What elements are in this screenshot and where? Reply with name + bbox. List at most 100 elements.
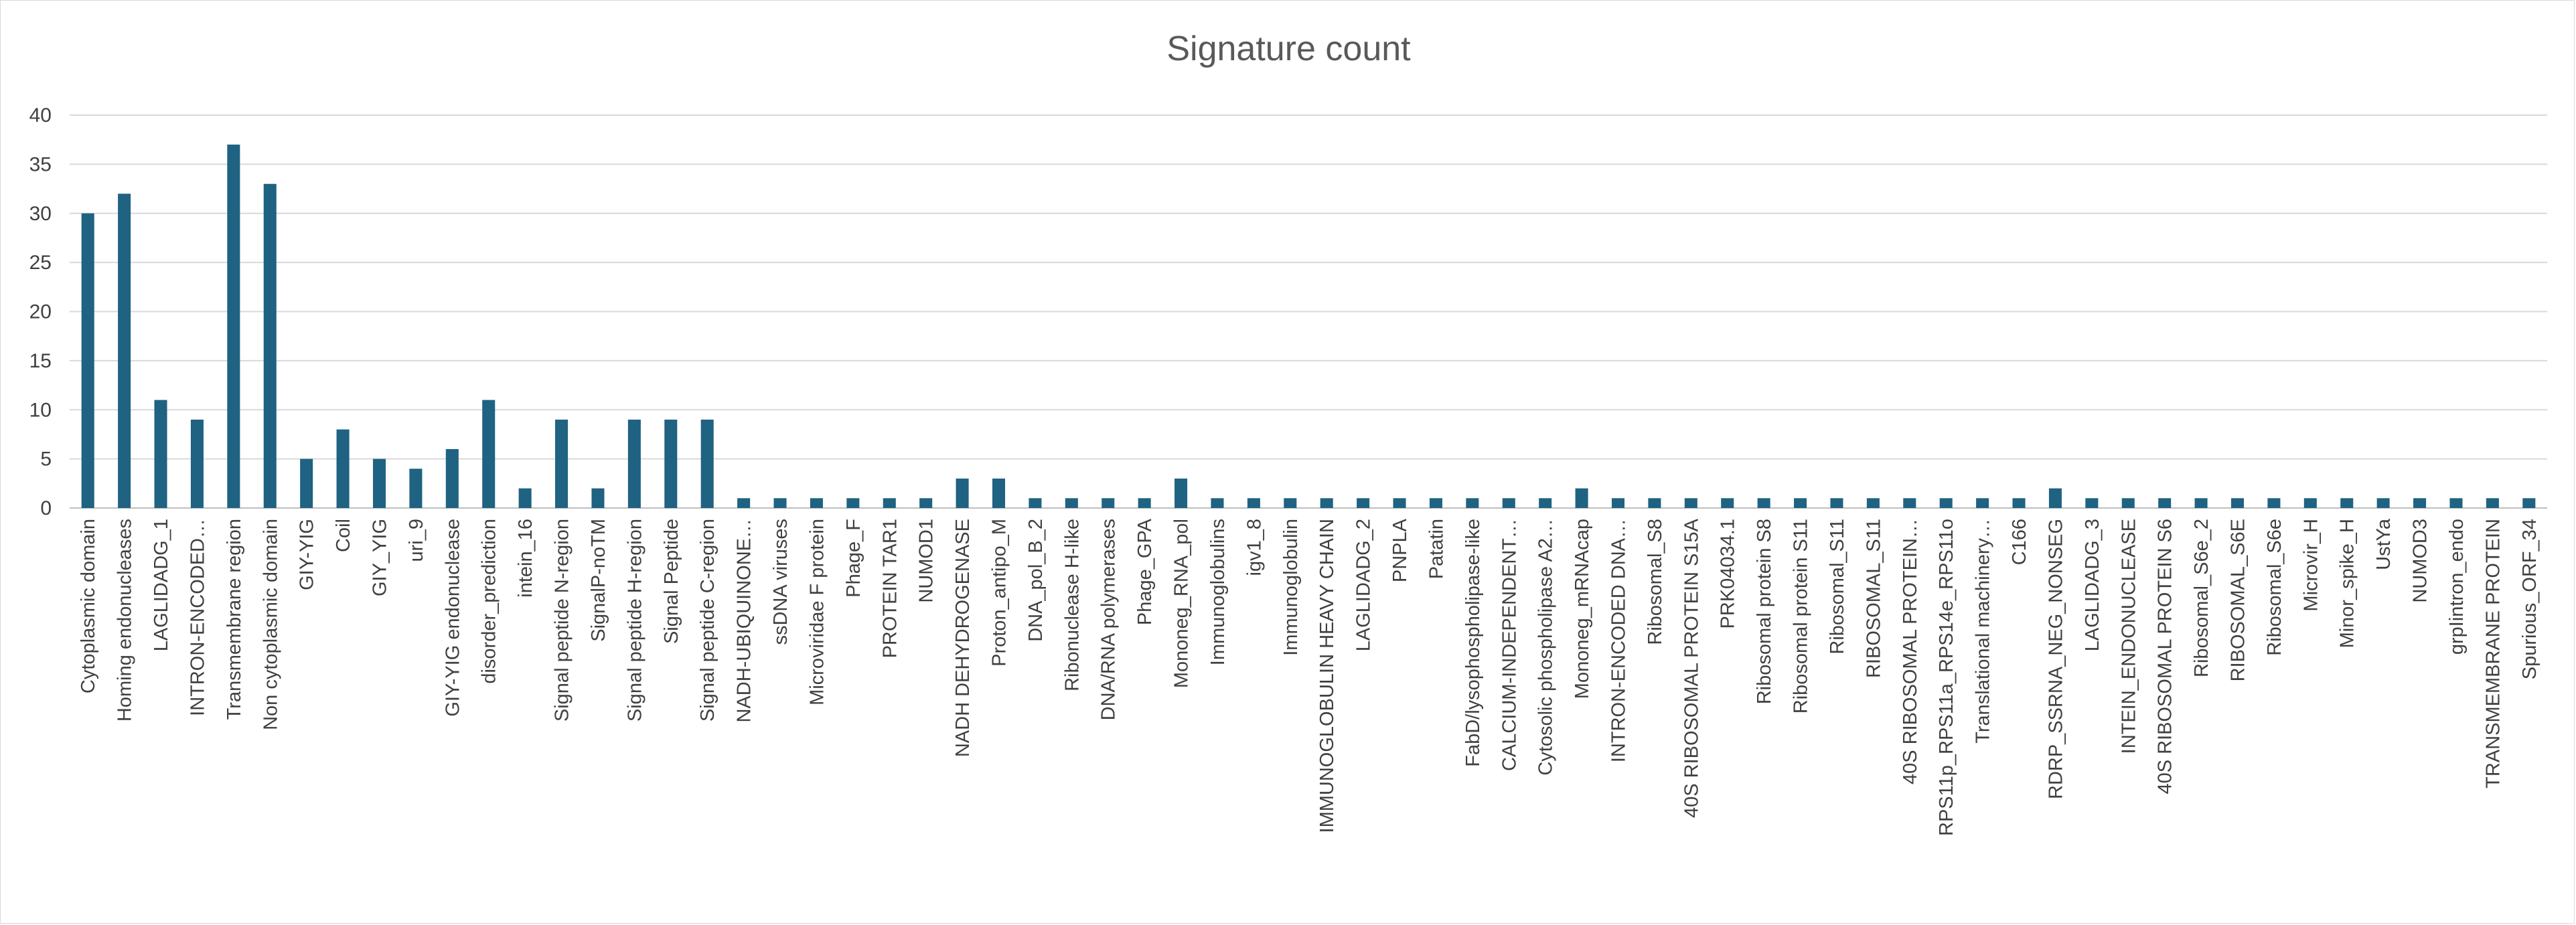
x-category-label: PNPLA [1389,518,1411,582]
x-category-label: DNA/RNA polymerases [1098,519,1120,720]
x-category-label: TRANSMEMBRANE PROTEIN [2482,519,2504,788]
bar [2303,498,2317,508]
x-category-label: Immunoglobulins [1207,519,1229,665]
x-category-label: igv1_8 [1243,519,1265,576]
x-category-label: Ribosomal_S8 [1645,519,1666,645]
bar [2230,498,2245,508]
bar [700,419,714,508]
bar [409,469,423,508]
bar [81,213,94,508]
x-category-label: 40S RIBOSOMAL PROTEIN S6 [2155,519,2176,794]
x-category-label: Patatin [1426,519,1447,579]
bar [1429,498,1442,508]
bar [1648,498,1661,508]
bar [737,498,751,508]
x-category-label: disorder_prediction [479,519,500,684]
x-category-label: Ribonuclease H-like [1061,519,1083,691]
bar [2340,498,2354,508]
bar [810,498,823,508]
x-category-label: NUMOD3 [2410,519,2431,603]
bar [2194,498,2208,508]
x-category-label: Ribosomal_S6e [2264,519,2285,656]
x-category-label: 40S RIBOSOMAL PROTEIN… [1900,519,1921,784]
bar [2486,498,2499,508]
bar [2048,488,2062,508]
x-category-label: GIY-YIG [297,519,318,590]
x-category-label: Proton_antipo_M [989,519,1010,667]
x-category-label: Phage_GPA [1134,518,1156,625]
bar [1102,498,1115,508]
bar [2522,498,2536,508]
x-category-label: NUMOD1 [916,519,937,603]
x-category-label: Ribosomal_S11 [1827,519,1848,655]
bar [1065,498,1078,508]
bar [1466,498,1479,508]
x-category-label: UstYa [2373,518,2395,570]
x-category-label: GIY-YIG endonuclease [442,519,463,717]
x-category-label: PROTEIN TAR1 [879,519,901,658]
x-category-label: Signal peptide H-region [624,519,646,722]
chart-title: Signature count [1166,29,1411,68]
gridlines [70,114,2547,509]
bars [81,145,2536,508]
bar [919,498,933,508]
x-category-label: Phage_F [843,519,864,598]
x-axis-labels: Cytoplasmic domain Homing endonucleases LA… [78,518,2541,836]
y-tick-label: 0 [40,497,52,519]
x-category-label: Microviridae F protein [806,519,828,705]
bar [555,419,569,508]
bar [518,488,532,508]
y-axis-ticks: 0 5 10 15 20 25 30 35 40 [29,104,52,519]
bar [1284,498,1297,508]
bar [1939,498,1953,508]
x-category-label: Transmembrane region [224,519,245,720]
bar [1029,498,1042,508]
bar [1211,498,1224,508]
bar [1175,478,1188,508]
x-category-label: GIY_YIG [370,519,391,596]
x-category-label: grpIintron_endo [2446,519,2468,655]
bar [118,193,131,508]
x-category-label: C166 [2009,519,2030,565]
bar [591,488,605,508]
bar [1247,498,1260,508]
x-category-label: intein_16 [515,519,536,598]
bar [1976,498,1989,508]
x-category-label: INTEIN_ENDONUCLEASE [2118,519,2139,754]
bar [300,458,313,508]
x-category-label: IMMUNOGLOBULIN HEAVY CHAIN [1316,519,1338,833]
bar [956,478,969,508]
x-category-label: Coil [333,519,354,552]
bar [1138,498,1151,508]
x-category-label: Signal peptide N-region [552,519,573,722]
x-category-label: Homing endonucleases [115,519,136,722]
y-tick-label: 35 [29,153,52,175]
bar [992,478,1006,508]
bar [154,400,167,508]
x-category-label: NADH-UBIQUINONE… [734,519,755,723]
y-tick-label: 25 [29,252,52,274]
bar [190,419,204,508]
bar [2376,498,2390,508]
x-category-label: ssDNA viruses [770,519,791,645]
x-category-label: Microvir_H [2300,519,2322,612]
x-category-label: Ribosomal protein S8 [1754,519,1775,704]
bar [1539,498,1552,508]
bar [372,458,386,508]
x-category-label: Immunoglobulin [1280,519,1302,656]
x-category-label: Mononeg_mRNAcap [1572,519,1593,699]
bar [1830,498,1843,508]
x-category-label: 40S RIBOSOMAL PROTEIN S15A [1681,518,1702,818]
bar [1866,498,1880,508]
bar [627,419,641,508]
x-category-label: RIBOSOMAL_S6E [2228,519,2249,681]
x-category-label: Mononeg_RNA_pol [1171,519,1193,688]
x-category-label: Ribosomal_S6e_2 [2191,519,2212,677]
bar [1502,498,1515,508]
x-category-label: Spurious_ORF_34 [2519,519,2541,679]
x-category-label: LAGLIDADG_1 [151,519,172,651]
bar [263,183,277,508]
x-category-label: Minor_spike_H [2337,519,2358,648]
y-tick-label: 10 [29,399,52,421]
